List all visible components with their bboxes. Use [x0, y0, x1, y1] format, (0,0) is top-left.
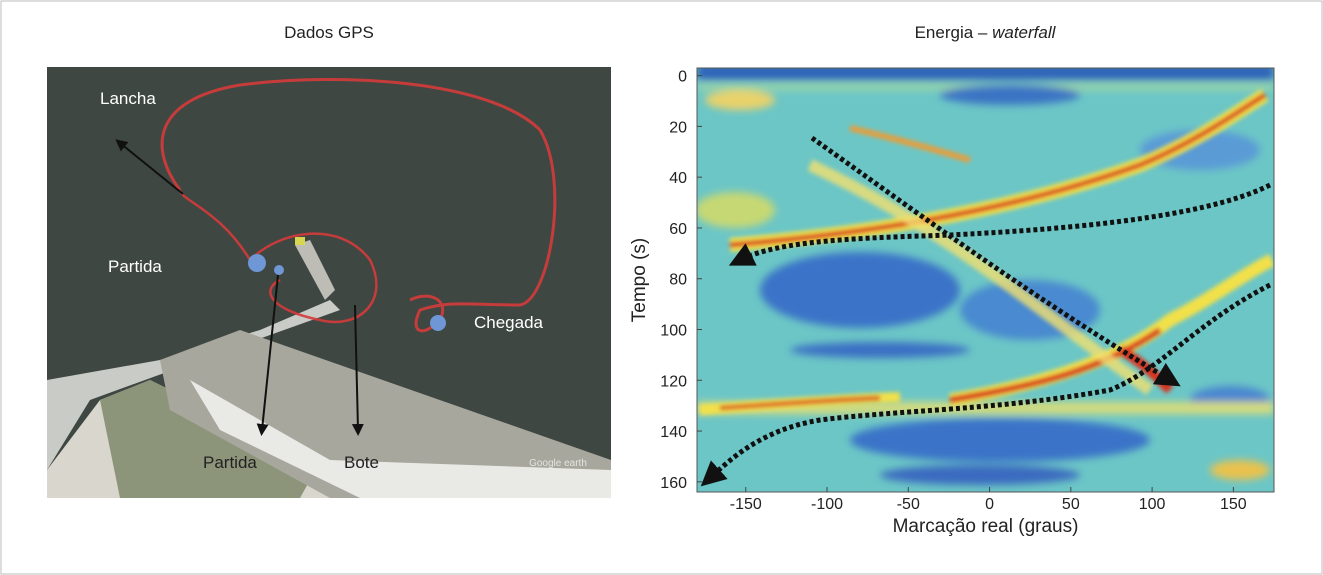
plot-frame	[696, 67, 1275, 493]
x-tick-label: -150	[730, 496, 762, 513]
x-axis-label: Marcação real (graus)	[893, 516, 1079, 537]
satellite-image	[47, 67, 611, 498]
y-tick-label: 120	[660, 373, 687, 390]
y-tick-label: 40	[669, 170, 687, 187]
x-tick-label: 0	[985, 496, 994, 513]
x-tick-label: 150	[1220, 496, 1247, 513]
watermark: Google earth	[529, 458, 587, 469]
x-tick-label: -100	[811, 496, 843, 513]
title-emphasis: waterfall	[992, 23, 1057, 42]
title-text: Energia –	[915, 23, 993, 42]
chart-title: Energia – waterfall	[915, 23, 1057, 42]
y-tick-label: 20	[669, 119, 687, 136]
annotation: Partida	[203, 453, 257, 472]
y-tick-label: 100	[660, 323, 687, 340]
panel-title: Dados GPS	[284, 23, 374, 42]
y-tick-label: 140	[660, 424, 687, 441]
x-tick-label: 50	[1062, 496, 1080, 513]
heatmap-image	[697, 68, 1274, 492]
annotation: Chegada	[474, 313, 544, 332]
y-tick-label: 0	[678, 69, 687, 86]
y-tick-label: 160	[660, 475, 687, 492]
annotation: Partida	[108, 257, 162, 276]
y-axis-label: Tempo (s)	[629, 238, 650, 322]
y-tick-label: 80	[669, 272, 687, 289]
x-tick-label: 100	[1139, 496, 1166, 513]
annotation: Bote	[344, 453, 379, 472]
x-tick-label: -50	[897, 496, 920, 513]
annotation: Lancha	[100, 89, 156, 108]
y-tick-label: 60	[669, 221, 687, 238]
